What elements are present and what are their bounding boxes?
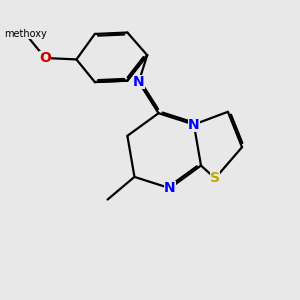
Text: N: N [188,118,200,131]
Text: methoxy: methoxy [4,29,47,39]
Text: N: N [164,181,176,195]
Text: N: N [133,75,145,89]
Text: S: S [210,171,220,185]
Text: O: O [39,51,51,65]
